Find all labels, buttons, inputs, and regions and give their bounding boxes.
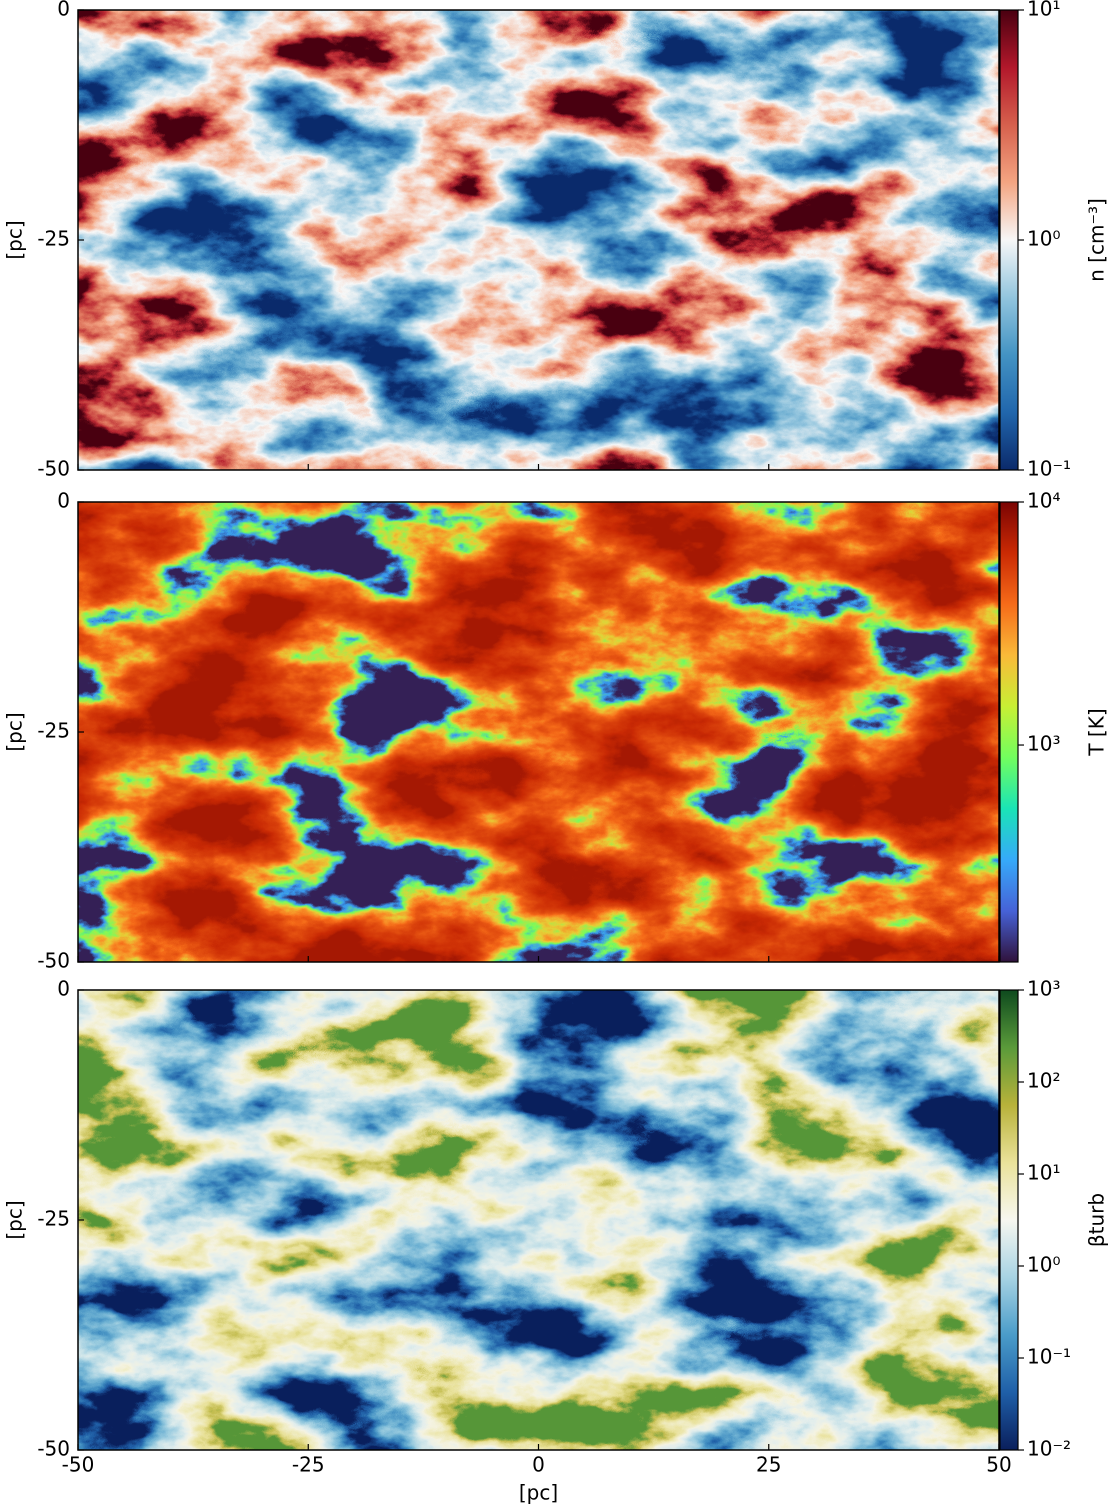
colorbar-tick-label: 10³	[1027, 977, 1060, 1001]
y-tick-label: -50	[37, 949, 70, 973]
colorbar-label: T [K]	[1085, 708, 1109, 756]
y-tick-label: -25	[37, 227, 70, 251]
colorbar-tick-label: 10¹	[1027, 1161, 1060, 1185]
colorbar-label: βturb	[1085, 1193, 1109, 1247]
x-tick-label: 0	[532, 1453, 545, 1477]
y-tick-label: -50	[37, 1437, 70, 1461]
y-tick-label: 0	[57, 0, 70, 21]
colorbar-tick-label: 10⁰	[1027, 1253, 1060, 1277]
colorbar	[999, 989, 1019, 1451]
colorbar-tick-label: 10⁰	[1027, 227, 1060, 251]
colorbar-tick-label: 10⁴	[1027, 489, 1060, 513]
y-tick-label: 0	[57, 489, 70, 513]
x-tick-label: 25	[756, 1453, 781, 1477]
x-tick-label: 50	[986, 1453, 1011, 1477]
colorbar-tick-label: 10³	[1027, 732, 1060, 756]
x-axis-label: [pc]	[519, 1481, 558, 1505]
y-tick-label: -25	[37, 1207, 70, 1231]
y-tick-label: -25	[37, 719, 70, 743]
heatmap-image	[78, 10, 999, 470]
colorbar	[999, 9, 1019, 471]
colorbar-tick-label: 10¹	[1027, 0, 1060, 21]
colorbar-tick-label: 10⁻¹	[1027, 1345, 1071, 1369]
heatmap-image	[78, 990, 999, 1450]
heatmap-image	[78, 502, 999, 962]
colorbar-label: n [cm⁻³]	[1085, 198, 1109, 282]
colorbar-tick-label: 10²	[1027, 1069, 1060, 1093]
x-tick-label: -25	[292, 1453, 325, 1477]
y-axis-label: [pc]	[3, 712, 27, 751]
y-axis-label: [pc]	[3, 1200, 27, 1239]
x-tick-label: -50	[62, 1453, 95, 1477]
colorbar-tick-label: 10⁻²	[1027, 1437, 1071, 1461]
y-tick-label: -50	[37, 457, 70, 481]
colorbar-tick-label: 10⁻¹	[1027, 457, 1071, 481]
y-axis-label: [pc]	[3, 220, 27, 259]
colorbar	[999, 501, 1019, 963]
y-tick-label: 0	[57, 977, 70, 1001]
